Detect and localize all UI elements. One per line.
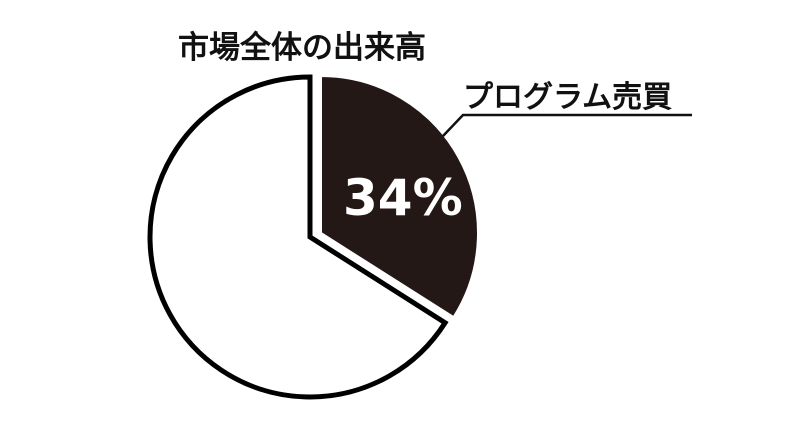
leader-line (442, 113, 692, 137)
label-program-trading: プログラム売買 (463, 80, 672, 115)
pie-slice-program-trading (320, 74, 479, 319)
label-market-total: 市場全体の出来高 (178, 30, 426, 66)
pie-slice-market-total (147, 74, 449, 400)
value-label-program-trading: 34% (343, 169, 463, 227)
